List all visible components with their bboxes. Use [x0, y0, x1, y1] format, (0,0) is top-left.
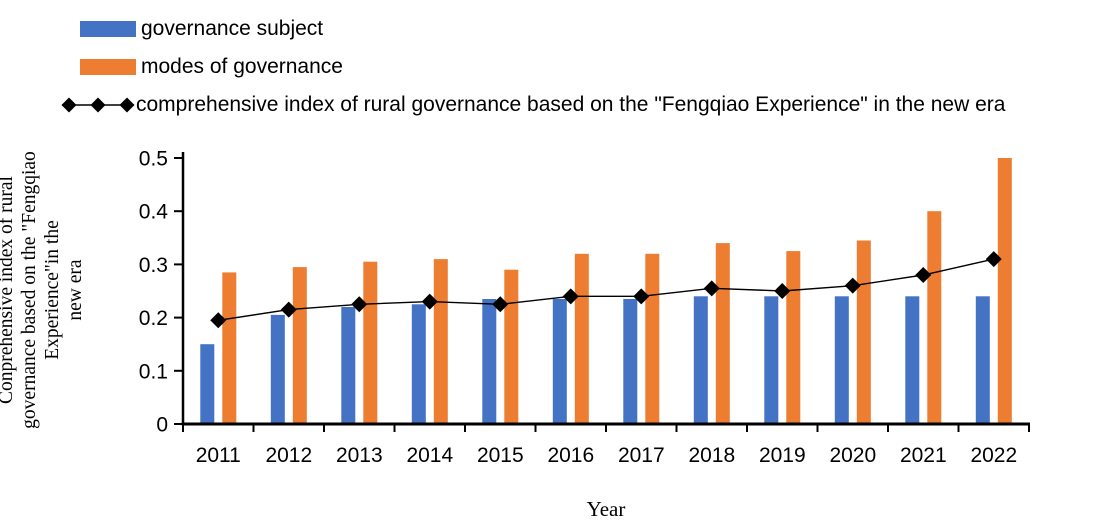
bar-governance-subject	[200, 344, 215, 424]
bar-modes-of-governance	[856, 240, 871, 424]
x-tick-label: 2021	[900, 444, 947, 467]
bar-modes-of-governance	[292, 267, 307, 424]
diamond-marker-icon	[703, 280, 720, 297]
diamond-marker-icon	[633, 288, 650, 305]
bar-governance-subject	[764, 296, 779, 424]
diamond-marker-icon	[280, 301, 297, 318]
legend-item-comprehensive-index: comprehensive index of rural governance …	[60, 93, 1005, 117]
x-tick-label: 2013	[336, 444, 383, 467]
x-tick-label: 2014	[406, 444, 453, 467]
x-tick-label: 2020	[829, 444, 876, 467]
bar-modes-of-governance	[504, 269, 519, 424]
legend-label-governance-subject: governance subject	[141, 17, 324, 40]
x-tick-label: 2018	[688, 444, 735, 467]
diamond-marker-icon	[421, 293, 438, 310]
bar-governance-subject	[482, 299, 497, 424]
bar-modes-of-governance	[645, 253, 660, 424]
bar-governance-subject	[270, 314, 285, 424]
bar-governance-subject	[341, 307, 356, 424]
diamond-marker-icon	[844, 277, 861, 294]
x-tick-label: 2011	[196, 444, 241, 467]
diamond-marker-icon	[492, 296, 509, 313]
diamond-line-marker-icon	[61, 97, 135, 113]
diamond-marker-icon	[915, 267, 932, 284]
bar-governance-subject	[905, 296, 920, 424]
y-tick-label: 0.3	[139, 254, 168, 277]
x-tick-label: 2016	[547, 444, 594, 467]
x-axis-title: Year	[586, 497, 626, 521]
bar-governance-subject	[975, 296, 990, 424]
x-tick-label: 2019	[759, 444, 806, 467]
bar-modes-of-governance	[433, 259, 448, 424]
y-tick-label: 0.4	[139, 201, 169, 224]
legend-item-governance-subject: governance subject	[80, 17, 323, 41]
diamond-marker-icon	[562, 288, 579, 305]
x-tick-label: 2017	[618, 444, 665, 467]
bar-governance-subject	[552, 299, 567, 424]
diamond-marker-icon	[985, 251, 1002, 268]
x-tick-label: 2015	[477, 444, 524, 467]
bar-governance-subject	[693, 296, 708, 424]
bar-modes-of-governance	[715, 243, 730, 424]
bar-modes-of-governance	[363, 261, 378, 424]
y-tick-label: 0.5	[139, 148, 168, 171]
bar-governance-subject	[623, 299, 638, 424]
x-tick-label: 2022	[970, 444, 1017, 467]
diamond-marker-icon	[351, 296, 368, 313]
diamond-marker-icon	[774, 283, 791, 299]
bar-modes-of-governance	[222, 272, 237, 424]
legend-label-modes-of-governance: modes of governance	[141, 55, 343, 78]
bar-modes-of-governance	[786, 251, 801, 424]
legend-swatch-governance-subject	[80, 21, 136, 37]
line-comprehensive-index	[218, 258, 994, 321]
legend-label-comprehensive-index: comprehensive index of rural governance …	[136, 93, 1006, 116]
bar-modes-of-governance	[997, 158, 1012, 424]
bar-modes-of-governance	[927, 211, 942, 424]
y-tick-label: 0.2	[139, 307, 168, 330]
legend-item-modes-of-governance: modes of governance	[80, 55, 343, 79]
y-tick-label: 0	[156, 414, 168, 437]
y-tick-label: 0.1	[139, 360, 168, 383]
bar-modes-of-governance	[574, 253, 589, 424]
bar-governance-subject	[834, 296, 849, 424]
x-tick-label: 2012	[265, 444, 312, 467]
bar-governance-subject	[411, 304, 426, 424]
diamond-marker-icon	[210, 312, 227, 329]
legend-swatch-modes-of-governance	[80, 59, 136, 75]
